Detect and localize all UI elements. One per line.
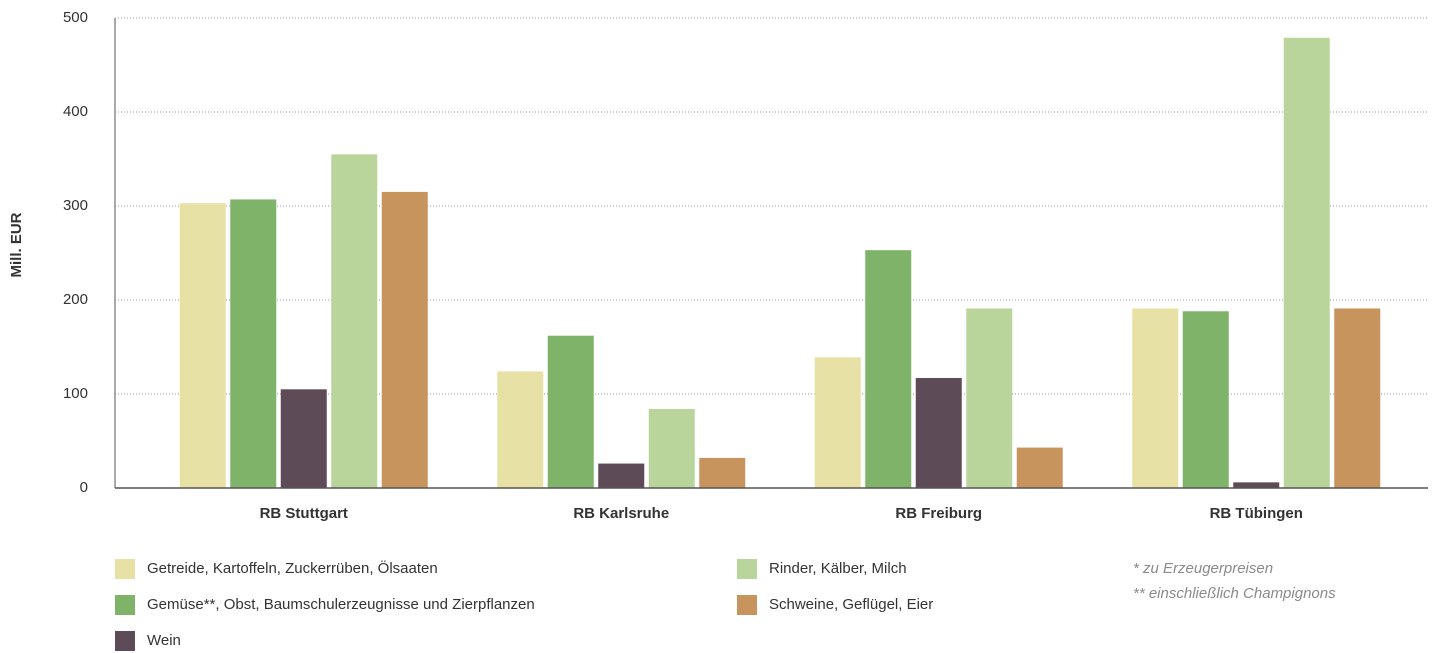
footnote: * zu Erzeugerpreisen xyxy=(1133,560,1273,577)
legend-label: Wein xyxy=(147,632,181,649)
bar xyxy=(1182,311,1229,488)
bar xyxy=(230,199,277,489)
x-tick-label: RB Tübingen xyxy=(1210,505,1303,522)
bar xyxy=(179,203,226,488)
bar xyxy=(1132,308,1179,488)
bar xyxy=(1283,37,1330,489)
legend-label: Schweine, Geflügel, Eier xyxy=(769,596,933,613)
legend-swatch xyxy=(115,595,135,615)
bar xyxy=(865,250,912,488)
bar xyxy=(1233,482,1280,488)
y-tick-label: 200 xyxy=(63,291,88,308)
x-tick-label: RB Freiburg xyxy=(895,505,982,522)
bar xyxy=(915,378,962,488)
y-tick-label: 100 xyxy=(63,385,88,402)
bar xyxy=(966,308,1013,488)
legend-swatch xyxy=(115,631,135,651)
bar xyxy=(648,409,695,488)
legend-label: Getreide, Kartoffeln, Zuckerrüben, Ölsaa… xyxy=(147,559,438,577)
bar xyxy=(331,154,378,489)
bar xyxy=(280,389,327,488)
bar xyxy=(497,371,544,488)
bar xyxy=(814,357,861,488)
legend-label: Rinder, Kälber, Milch xyxy=(769,560,907,577)
bar xyxy=(381,191,428,488)
bar xyxy=(547,335,594,488)
footnote: ** einschließlich Champignons xyxy=(1133,585,1336,602)
legend-swatch xyxy=(737,595,757,615)
y-tick-label: 0 xyxy=(80,479,88,496)
bar xyxy=(1016,447,1063,488)
x-tick-label: RB Stuttgart xyxy=(260,505,348,522)
y-axis-label: Mill. EUR xyxy=(8,212,25,277)
bar xyxy=(1334,308,1381,488)
y-tick-label: 400 xyxy=(63,103,88,120)
x-tick-label: RB Karlsruhe xyxy=(573,505,669,522)
legend-swatch xyxy=(115,559,135,579)
bar xyxy=(598,463,645,488)
bar xyxy=(699,457,746,488)
legend-swatch xyxy=(737,559,757,579)
legend-label: Gemüse**, Obst, Baumschulerzeugnisse und… xyxy=(147,596,535,613)
y-tick-label: 300 xyxy=(63,197,88,214)
y-tick-label: 500 xyxy=(63,9,88,26)
